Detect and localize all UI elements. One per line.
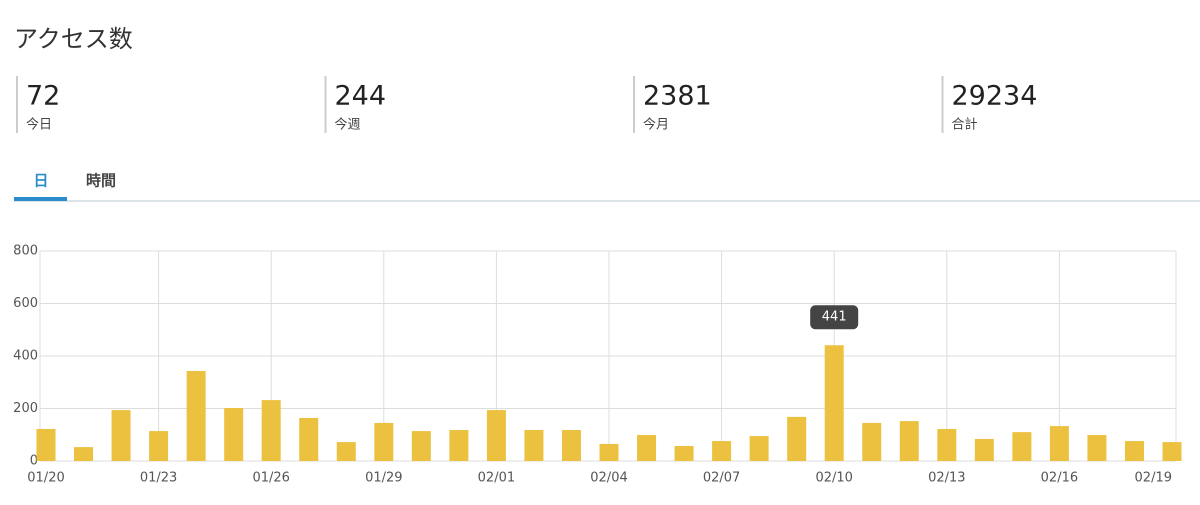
bar xyxy=(1012,432,1032,461)
bar xyxy=(261,400,281,461)
page-title: アクセス数 xyxy=(14,25,133,53)
x-tick-label: 02/04 xyxy=(590,471,627,486)
bar xyxy=(224,407,244,461)
bar xyxy=(299,417,319,461)
y-tick-label: 0 xyxy=(30,454,38,469)
stat-value: 29234 xyxy=(952,81,1038,112)
x-tick-label: 02/07 xyxy=(703,471,740,486)
bar xyxy=(1124,441,1144,461)
tab[interactable]: 日 xyxy=(33,172,48,190)
stat-label: 今日 xyxy=(26,117,52,133)
bar xyxy=(186,370,206,461)
tooltip xyxy=(810,305,859,330)
y-tick-label: 400 xyxy=(13,349,38,364)
y-tick-label: 800 xyxy=(13,244,38,259)
y-tick-label: 200 xyxy=(13,401,38,416)
y-tick-label: 600 xyxy=(13,296,38,311)
x-tick-label: 01/26 xyxy=(252,471,289,486)
stat-value: 72 xyxy=(26,81,60,112)
bar xyxy=(1087,435,1107,461)
stat-label: 今週 xyxy=(335,117,361,133)
bar xyxy=(449,430,469,461)
stats: 72 今日 244 今週 2381 今月 29234 合計 xyxy=(16,76,1038,133)
bar xyxy=(599,443,619,461)
bar xyxy=(674,446,694,461)
bar xyxy=(862,422,882,461)
bar xyxy=(149,431,169,461)
bar xyxy=(787,416,807,461)
bar xyxy=(712,441,732,461)
bar xyxy=(561,430,581,461)
stat-value: 244 xyxy=(335,81,387,112)
chart: 0 200 400 600 800 01/20 01/23 01/26 01/29 02/01 02… xyxy=(13,244,1182,486)
bar xyxy=(411,431,431,461)
x-tick-label: 02/01 xyxy=(478,471,515,486)
bar xyxy=(36,428,56,461)
bar xyxy=(336,442,356,461)
bar xyxy=(111,410,131,461)
x-tick-label: 01/29 xyxy=(365,471,402,486)
x-tick-label: 01/23 xyxy=(140,471,177,486)
bar xyxy=(74,447,94,461)
x-tick-label: 02/10 xyxy=(815,471,852,486)
bar xyxy=(374,422,394,461)
x-tick-label: 02/19 xyxy=(1135,471,1172,486)
x-tick-label: 02/13 xyxy=(928,471,965,486)
bar xyxy=(486,410,506,461)
bar xyxy=(824,345,844,461)
bar xyxy=(1162,442,1182,461)
bar xyxy=(937,428,957,461)
stat-value: 2381 xyxy=(643,81,712,112)
stat-label: 合計 xyxy=(952,117,978,133)
bar xyxy=(1049,426,1069,461)
bar xyxy=(974,438,994,461)
bar xyxy=(637,435,657,461)
x-tick-label: 01/20 xyxy=(27,471,64,486)
tooltip-label: 441 xyxy=(822,310,847,325)
bar xyxy=(749,436,769,461)
stat-label: 今月 xyxy=(643,117,669,133)
bar xyxy=(524,430,544,461)
tab[interactable]: 時間 xyxy=(86,172,116,190)
active-tab-indicator xyxy=(14,197,67,201)
x-tick-label: 02/16 xyxy=(1041,471,1078,486)
bar xyxy=(899,421,919,461)
